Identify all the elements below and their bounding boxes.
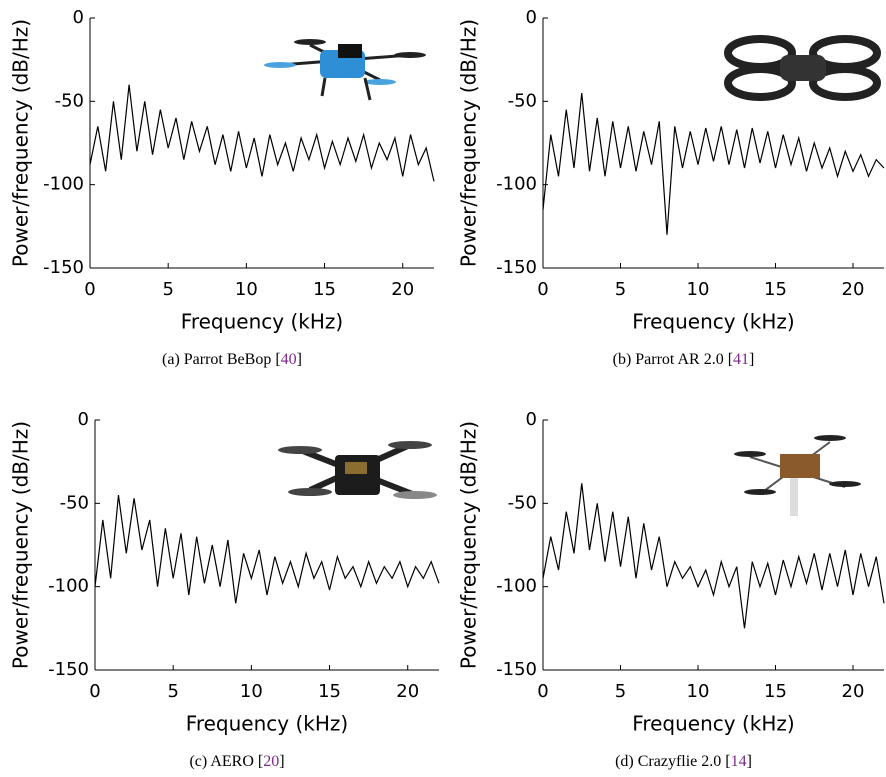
drone-image (278, 441, 437, 499)
y-tick-label: -100 (496, 174, 537, 195)
x-tick-label: 0 (537, 681, 548, 702)
y-tick-label: -150 (496, 659, 537, 680)
y-tick-label: -50 (55, 90, 84, 111)
caption-ref: 41 (733, 351, 749, 368)
x-axis-label: Frequency (kHz) (186, 712, 348, 736)
y-tick-label: 0 (73, 7, 84, 28)
y-tick-label: -50 (508, 90, 537, 111)
caption-text: (b) Parrot AR 2.0 [ (613, 351, 733, 368)
y-axis-label: Power/frequency (dB/Hz) (457, 19, 481, 267)
caption-text: (c) AERO [ (189, 753, 263, 770)
caption-text: ] (749, 351, 754, 368)
x-tick-label: 10 (687, 681, 710, 702)
y-tick-label: -100 (43, 174, 84, 195)
x-tick-label: 10 (240, 681, 263, 702)
x-axis-label: Frequency (kHz) (181, 310, 343, 334)
x-tick-label: 10 (235, 279, 258, 300)
x-tick-label: 5 (167, 681, 178, 702)
x-tick-label: 5 (615, 279, 626, 300)
x-tick-label: 5 (615, 681, 626, 702)
y-tick-label: -100 (48, 576, 89, 597)
y-tick-label: -150 (43, 257, 84, 278)
y-tick-label: -150 (496, 257, 537, 278)
y-axis-label: Power/frequency (dB/Hz) (9, 421, 33, 669)
x-tick-label: 20 (842, 279, 865, 300)
x-tick-label: 15 (764, 681, 787, 702)
x-tick-label: 20 (396, 681, 419, 702)
caption: (c) AERO [20] (189, 753, 284, 770)
x-tick-label: 20 (391, 279, 414, 300)
y-axis-label: Power/frequency (dB/Hz) (9, 19, 33, 267)
x-axis-label: Frequency (kHz) (632, 310, 794, 334)
y-axis-label: Power/frequency (dB/Hz) (457, 421, 481, 669)
x-tick-label: 10 (687, 279, 710, 300)
y-tick-label: -50 (60, 492, 89, 513)
x-tick-label: 0 (84, 279, 95, 300)
y-tick-label: -150 (48, 659, 89, 680)
x-tick-label: 15 (318, 681, 341, 702)
drone-image (724, 35, 881, 101)
caption: (a) Parrot BeBop [40] (162, 351, 302, 368)
caption-text: (a) Parrot BeBop [ (162, 351, 281, 368)
x-tick-label: 5 (162, 279, 173, 300)
caption: (b) Parrot AR 2.0 [41] (613, 351, 755, 368)
x-axis-label: Frequency (kHz) (632, 712, 794, 736)
caption: (d) Crazyflie 2.0 [14] (615, 753, 752, 770)
caption-text: ] (279, 753, 284, 770)
y-tick-label: 0 (526, 7, 537, 28)
caption-ref: 40 (281, 351, 297, 368)
y-tick-label: 0 (78, 409, 89, 430)
drone-image (734, 435, 861, 516)
x-tick-label: 20 (842, 681, 865, 702)
x-tick-label: 15 (313, 279, 336, 300)
spectrum-line (89, 84, 435, 182)
caption-text: ] (297, 351, 302, 368)
caption-text: (d) Crazyflie 2.0 [ (615, 753, 731, 770)
spectrum-line (542, 92, 885, 235)
y-tick-label: 0 (526, 409, 537, 430)
y-tick-label: -100 (496, 576, 537, 597)
x-tick-label: 15 (764, 279, 787, 300)
x-tick-label: 0 (89, 681, 100, 702)
drone-image (264, 39, 426, 101)
caption-ref: 20 (263, 753, 279, 770)
caption-text: ] (747, 753, 752, 770)
caption-ref: 14 (731, 753, 747, 770)
y-tick-label: -50 (508, 492, 537, 513)
spectrum-line (94, 494, 440, 604)
spectrum-line (542, 483, 885, 629)
x-tick-label: 0 (537, 279, 548, 300)
